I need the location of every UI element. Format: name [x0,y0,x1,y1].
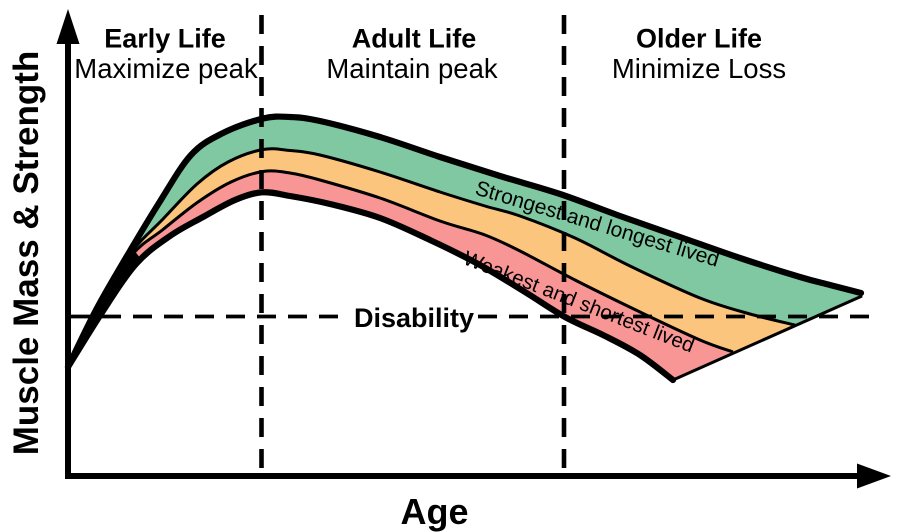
svg-text:Adult Life: Adult Life [352,24,476,54]
svg-text:Older Life: Older Life [636,24,762,54]
svg-text:Disability: Disability [354,303,474,333]
svg-text:Muscle Mass & Strength: Muscle Mass & Strength [7,51,46,456]
svg-text:Early Life: Early Life [104,24,226,54]
svg-text:Maintain peak: Maintain peak [326,53,497,84]
svg-text:Maximize peak: Maximize peak [74,53,258,84]
svg-text:Age: Age [400,491,468,532]
svg-text:Minimize Loss: Minimize Loss [612,53,786,84]
